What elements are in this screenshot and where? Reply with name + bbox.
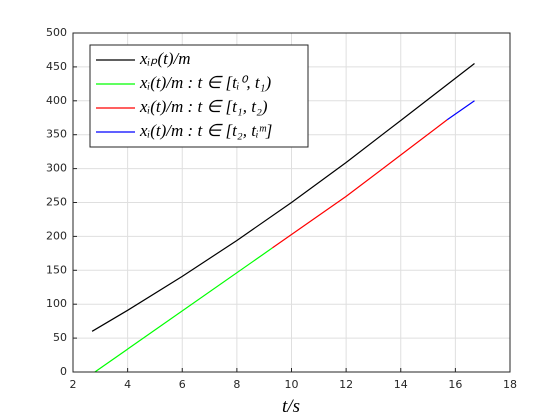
y-tick-label: 500 bbox=[46, 26, 67, 39]
y-tick-label: 400 bbox=[46, 94, 67, 107]
x-tick-label: 8 bbox=[233, 378, 240, 391]
x-tick-label: 6 bbox=[179, 378, 186, 391]
x-tick-label: 10 bbox=[285, 378, 299, 391]
legend-label: xᵢ(t)/m : t ∈ [t₂, tᵢᵐ] bbox=[139, 121, 272, 140]
legend-label: xᵢₚ(t)/m bbox=[139, 49, 191, 68]
x-tick-label: 4 bbox=[124, 378, 131, 391]
x-tick-label: 14 bbox=[394, 378, 408, 391]
axes-box bbox=[72, 32, 511, 373]
x-tick-label: 18 bbox=[503, 378, 517, 391]
data-line bbox=[94, 247, 273, 373]
x-tick-label: 12 bbox=[339, 378, 353, 391]
legend-label: xᵢ(t)/m : t ∈ [tᵢ⁰, t₁) bbox=[139, 73, 271, 92]
y-tick-label: 0 bbox=[60, 365, 67, 378]
data-line bbox=[91, 63, 475, 332]
data-line bbox=[446, 100, 475, 121]
legend-label: xᵢ(t)/m : t ∈ [t₁, t₂) bbox=[139, 97, 268, 116]
y-tick-label: 150 bbox=[46, 263, 67, 276]
y-tick-label: 350 bbox=[46, 128, 67, 141]
y-tick-label: 450 bbox=[46, 60, 67, 73]
data-line bbox=[272, 119, 448, 249]
y-tick-label: 200 bbox=[46, 229, 67, 242]
y-tick-label: 100 bbox=[46, 297, 67, 310]
x-tick-label: 16 bbox=[448, 378, 462, 391]
x-tick-label: 2 bbox=[70, 378, 77, 391]
y-tick-label: 50 bbox=[53, 331, 67, 344]
y-tick-label: 300 bbox=[46, 162, 67, 175]
x-axis-label: t/s bbox=[282, 396, 300, 417]
y-tick-label: 250 bbox=[46, 196, 67, 209]
legend-box bbox=[89, 44, 309, 148]
